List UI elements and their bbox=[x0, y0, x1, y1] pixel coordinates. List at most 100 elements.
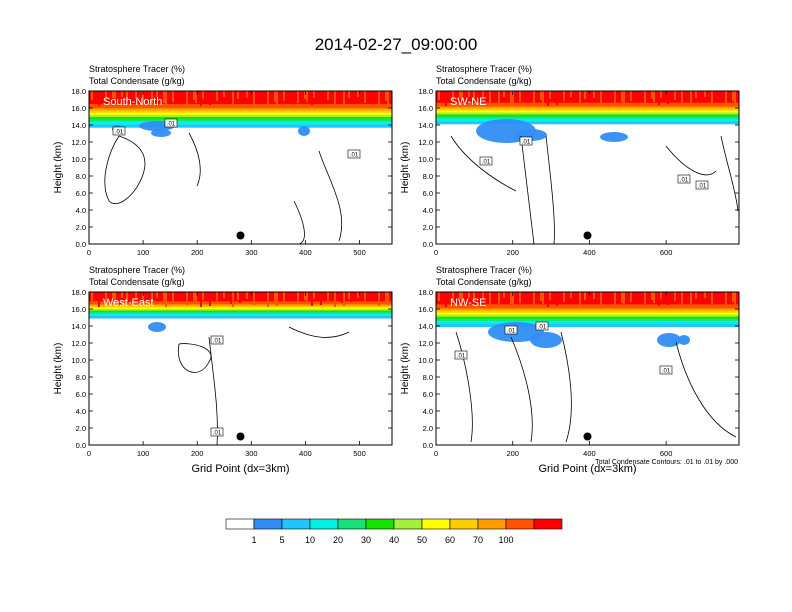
tracer-streak bbox=[89, 292, 91, 298]
tracer-band-5 bbox=[89, 114, 392, 118]
contour-label-box bbox=[210, 335, 224, 345]
tracer-band-1 bbox=[436, 102, 739, 108]
tracer-streak bbox=[276, 91, 278, 105]
panel-3: .01 .01 West-East Stratosphere Tracer (%) To… bbox=[53, 265, 393, 475]
tracer-streak bbox=[651, 292, 653, 300]
contour-label-text: .01 bbox=[662, 369, 671, 375]
tracer-streak bbox=[653, 91, 655, 102]
tracer-streak bbox=[660, 292, 662, 299]
y-tick-label: 12.0 bbox=[418, 138, 433, 147]
tracer-streak bbox=[283, 292, 285, 302]
tracer-streak bbox=[734, 91, 736, 104]
tracer-streak bbox=[445, 292, 447, 307]
x-tick-label: 200 bbox=[506, 449, 519, 458]
tracer-streak bbox=[216, 292, 218, 302]
tracer-streak bbox=[387, 91, 389, 104]
tracer-streak bbox=[681, 91, 683, 106]
tracer-streak bbox=[695, 91, 697, 98]
tracer-band-6 bbox=[89, 116, 392, 121]
tracer-streak bbox=[89, 91, 91, 97]
tracer-streak bbox=[172, 292, 174, 303]
tracer-streak bbox=[498, 292, 500, 305]
contour-label: .01 bbox=[535, 321, 549, 331]
tracer-streak bbox=[246, 91, 248, 98]
tracer-streak bbox=[119, 91, 121, 104]
y-tick-label: 4.0 bbox=[76, 206, 86, 215]
tracer-streak bbox=[156, 91, 158, 97]
tracer-streak bbox=[121, 91, 123, 97]
tracer-streak bbox=[658, 292, 660, 306]
x-tick-label: 0 bbox=[87, 248, 91, 257]
contour-label: .01 bbox=[659, 365, 673, 375]
tracer-streak bbox=[158, 91, 160, 100]
panel-1: .01 .01 .01 South-North Stratosphere Tracer … bbox=[53, 64, 393, 257]
tracer-band-1 bbox=[436, 304, 739, 310]
tracer-streak bbox=[533, 91, 535, 104]
tracer-band-9 bbox=[436, 121, 739, 125]
figure-title: 2014-02-27_09:00:00 bbox=[315, 35, 478, 54]
contour-label-text: .01 bbox=[680, 178, 689, 184]
colorbar-label: 50 bbox=[417, 535, 427, 545]
tracer-streak bbox=[260, 292, 262, 301]
tracer-streak bbox=[542, 91, 544, 103]
contour-label-box bbox=[535, 321, 549, 331]
tracer-streak bbox=[276, 292, 278, 306]
tracer-streak bbox=[193, 91, 195, 100]
tracer-band-2 bbox=[89, 304, 392, 307]
tracer-streak bbox=[695, 292, 697, 299]
contour-label: .01 bbox=[677, 174, 691, 184]
tracer-streak bbox=[651, 91, 653, 99]
panel-field-line2: Total Condensate (g/kg) bbox=[436, 277, 532, 287]
tracer-streak bbox=[593, 292, 595, 299]
colorbar-swatch bbox=[253, 518, 283, 530]
panel-label: West-East bbox=[103, 297, 154, 309]
condensate-contour bbox=[450, 135, 739, 244]
tracer-streak bbox=[232, 91, 234, 106]
tracer-streak bbox=[688, 292, 690, 303]
tracer-streak bbox=[343, 292, 345, 306]
tracer-streak bbox=[542, 292, 544, 304]
tracer-streak bbox=[378, 91, 380, 105]
panel-4: .01 .01 .01 .01 NW-SE Stratosphere Tracer (%)… bbox=[400, 265, 740, 475]
contour-label-text: .01 bbox=[522, 140, 531, 146]
tracer-streak bbox=[350, 91, 352, 101]
panels: .01 .01 .01 South-North Stratosphere Tracer … bbox=[53, 64, 740, 475]
contour-label-text: .01 bbox=[115, 130, 124, 136]
tracer-streak bbox=[239, 292, 241, 303]
tracer-streak bbox=[320, 292, 322, 305]
tracer-band-3 bbox=[89, 305, 392, 309]
colorbar-swatch bbox=[337, 518, 367, 530]
tracer-streak bbox=[200, 292, 202, 307]
tracer-band-6 bbox=[436, 114, 739, 118]
x-tick-label: 200 bbox=[191, 248, 204, 257]
tracer-streak bbox=[577, 292, 579, 304]
colorbar-swatch bbox=[309, 518, 339, 530]
y-tick-label: 18.0 bbox=[71, 288, 86, 297]
tracer-intrusion-2 bbox=[657, 333, 681, 347]
colorbar-swatch bbox=[281, 518, 311, 530]
tracer-streak bbox=[727, 91, 729, 98]
y-tick-label: 2.0 bbox=[76, 424, 86, 433]
y-tick-label: 12.0 bbox=[71, 138, 86, 147]
y-tick-label: 4.0 bbox=[423, 407, 433, 416]
tracer-streak bbox=[260, 91, 262, 100]
tracer-band-3 bbox=[436, 108, 739, 112]
panel-2: .01 .01 .01 .01 SW-NE Stratosphere Tracer (%)… bbox=[400, 64, 740, 257]
tracer-streak bbox=[704, 292, 706, 298]
colorbar-label: 10 bbox=[305, 535, 315, 545]
tracer-streak bbox=[436, 91, 438, 97]
tracer-streak bbox=[482, 91, 484, 99]
tracer-band-5 bbox=[436, 314, 739, 318]
tracer-streak bbox=[230, 292, 232, 304]
tracer-streak bbox=[209, 292, 211, 306]
y-tick-label: 0.0 bbox=[76, 441, 86, 450]
x-tick-label: 400 bbox=[299, 449, 312, 458]
colorbar-legend: 1 5 10 20 30 40 50 60 70 100 bbox=[225, 518, 563, 545]
tracer-streak bbox=[105, 91, 107, 102]
contour-label: .01 bbox=[210, 427, 224, 437]
x-tick-label: 300 bbox=[245, 449, 258, 458]
contour-label: .01 bbox=[164, 118, 178, 128]
tracer-streak bbox=[579, 292, 581, 307]
colorbar-swatch bbox=[421, 518, 451, 530]
y-tick-label: 10.0 bbox=[71, 155, 86, 164]
